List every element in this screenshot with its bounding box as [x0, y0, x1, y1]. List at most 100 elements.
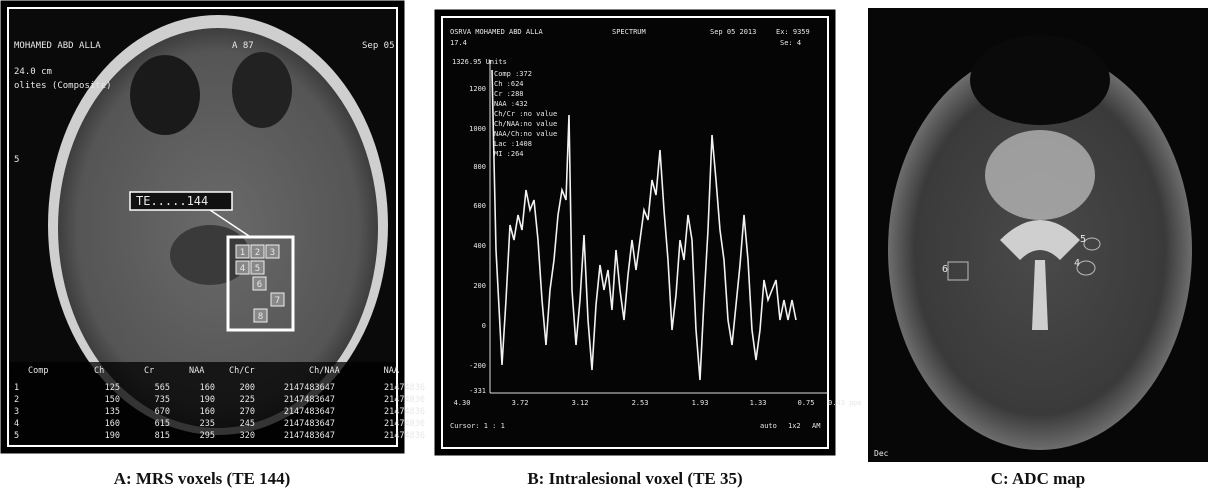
y-tick-label: 400	[473, 242, 486, 250]
x-tick-label: 4.30	[454, 399, 471, 407]
table-cell: 190	[200, 395, 215, 405]
orbit	[130, 55, 200, 135]
patient-name: MOHAMED ABD ALLA	[14, 41, 101, 51]
table-cell: 135	[105, 407, 120, 417]
mode-label: SPECTRUM	[612, 28, 646, 36]
roi-label: 5	[1080, 234, 1086, 245]
ventricle	[1032, 260, 1048, 330]
te-label: TE.....144	[136, 194, 208, 208]
table-cell: 4	[14, 419, 19, 429]
fov-label: 24.0 cm	[14, 67, 52, 77]
corner-label: Dec	[874, 449, 889, 458]
scale-label: auto	[760, 422, 777, 430]
panel-c	[868, 8, 1208, 462]
units-label: 1326.95 Units	[452, 58, 507, 66]
table-cell: 2147483647	[284, 431, 335, 441]
table-header: Ch/Cr	[229, 366, 255, 376]
table-cell: 21474836	[384, 395, 425, 405]
voxel-label: 2	[255, 248, 260, 258]
table-cell: 2147483647	[284, 419, 335, 429]
table-cell: 2	[14, 395, 19, 405]
brainstem	[170, 225, 250, 285]
metabolite: Comp :372	[494, 70, 532, 78]
voxel-label: 8	[258, 312, 263, 322]
table-cell: 125	[105, 383, 120, 393]
table-cell: 21474836	[384, 383, 425, 393]
voxel	[250, 244, 265, 259]
table-cell: 21474836	[384, 431, 425, 441]
voxel-label: 6	[257, 280, 262, 290]
metabolite: Ch/Cr :no value	[494, 110, 557, 118]
x-tick-label: 3.72	[512, 399, 529, 407]
voxel-grid	[226, 235, 295, 332]
roi	[1083, 237, 1101, 251]
panel-a	[0, 0, 405, 454]
table-cell: 245	[240, 419, 255, 429]
y-tick-label: -331	[469, 387, 486, 395]
table-cell: 670	[155, 407, 170, 417]
table-cell: 1	[14, 383, 19, 393]
csf	[985, 130, 1095, 220]
voxel	[265, 244, 280, 259]
panel-inner-frame	[441, 16, 829, 449]
table-cell: 160	[200, 407, 215, 417]
voxel-label: 7	[275, 296, 280, 306]
table-cell: 190	[105, 431, 120, 441]
table-cell: 2147483647	[284, 395, 335, 405]
te-box	[129, 191, 233, 211]
table-header: Cr	[144, 366, 154, 376]
unit-label: AM	[812, 422, 820, 430]
y-tick-label: 600	[473, 202, 486, 210]
table-header: Comp	[28, 366, 48, 376]
table-bg	[10, 362, 396, 444]
side-label: 5	[14, 155, 19, 165]
sinus	[970, 35, 1110, 125]
table-cell: 150	[105, 395, 120, 405]
series-label: Se: 4	[780, 39, 801, 47]
metabolite: NAA/Ch:no value	[494, 130, 557, 138]
voxel	[250, 260, 265, 275]
exam-label: Ex: 9359	[776, 28, 810, 36]
metabolite: Cr :288	[494, 90, 524, 98]
table-cell: 735	[155, 395, 170, 405]
voxel	[253, 308, 268, 323]
caption: C: ADC map	[991, 469, 1085, 488]
metabolite: Ch :624	[494, 80, 524, 88]
table-cell: 160	[105, 419, 120, 429]
mode-label: olites (Composite)	[14, 81, 112, 91]
table-cell: 565	[155, 383, 170, 393]
table-cell: 160	[200, 383, 215, 393]
x-tick-label: 0.75	[798, 399, 815, 407]
y-tick-label: 0	[482, 322, 486, 330]
slice-label: A 87	[232, 41, 254, 51]
table-header: Ch/NAA	[309, 366, 340, 376]
voxel-label: 3	[270, 248, 275, 258]
arrow	[209, 209, 253, 239]
table-cell: 270	[240, 407, 255, 417]
table-cell: 5	[14, 431, 19, 441]
caption: B: Intralesional voxel (TE 35)	[527, 469, 742, 488]
table-cell: 615	[155, 419, 170, 429]
ventricle	[1000, 220, 1080, 260]
roi	[1076, 260, 1096, 276]
caption: A: MRS voxels (TE 144)	[114, 469, 291, 488]
y-tick-label: 800	[473, 163, 486, 171]
metabolite: MI :264	[494, 150, 524, 158]
table-cell: 225	[240, 395, 255, 405]
metabolite: Ch/NAA:no value	[494, 120, 557, 128]
table-cell: 21474836	[384, 407, 425, 417]
x-tick-label: 1.93	[692, 399, 709, 407]
table-header: Ch	[94, 366, 104, 376]
patient-name: OSRVA MOHAMED ABD ALLA	[450, 28, 544, 36]
date-label: Sep 05 2013	[710, 28, 756, 36]
table-header: NAA	[189, 366, 204, 376]
roi-label: 6	[942, 264, 948, 275]
voxel-label: 1	[240, 248, 245, 258]
table-cell: 235	[200, 419, 215, 429]
zoom-label: 1x2	[788, 422, 801, 430]
table-cell: 2147483647	[284, 383, 335, 393]
table-header: NAA	[384, 366, 399, 376]
y-tick-label: 200	[473, 282, 486, 290]
slice-label: 17.4	[450, 39, 467, 47]
